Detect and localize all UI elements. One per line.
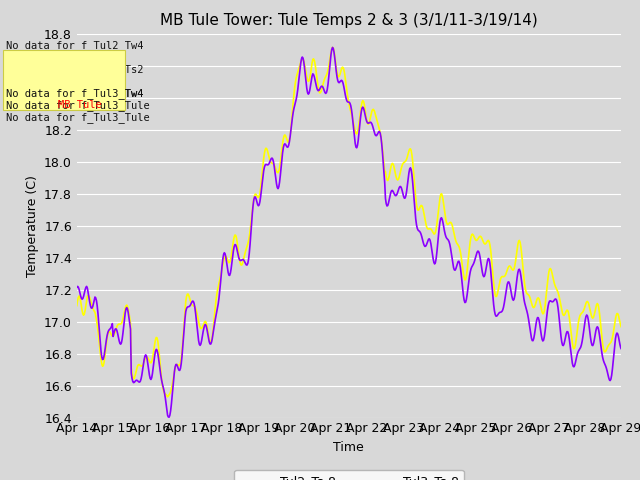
Line: Tul2_Ts-8: Tul2_Ts-8 (77, 48, 640, 397)
Tul3_Ts-8 (141, 353, 148, 359)
X-axis label: Time: Time (333, 441, 364, 454)
Line: Tul3_Ts-8: Tul3_Ts-8 (77, 48, 640, 417)
Text: No data for f_Tul3_Tule: No data for f_Tul3_Tule (6, 112, 150, 123)
Tul3_Ts-8 (277, 165, 285, 170)
Tul2_Ts-8 (248, 208, 256, 214)
Tul2_Ts-8 (164, 394, 172, 400)
Text: No data for f_Tul2_Tw4: No data for f_Tul2_Tw4 (6, 40, 144, 51)
Tul2_Ts-8 (329, 45, 337, 50)
Tul2_Ts-8 (299, 56, 307, 62)
Tul3_Ts-8 (73, 285, 81, 290)
Tul2_Ts-8 (73, 303, 81, 309)
Text: MB Tule: MB Tule (58, 100, 101, 110)
Tul2_Ts-8 (461, 277, 468, 283)
Tul3_Ts-8 (329, 45, 337, 50)
Tul3_Ts-8 (165, 414, 173, 420)
Title: MB Tule Tower: Tule Temps 2 & 3 (3/1/11-3/19/14): MB Tule Tower: Tule Temps 2 & 3 (3/1/11-… (160, 13, 538, 28)
Text: No data for f_Tul3_Tw4: No data for f_Tul3_Tw4 (6, 88, 144, 99)
Tul3_Ts-8 (299, 55, 307, 61)
Tul2_Ts-8 (429, 228, 436, 234)
Text: No data for f_Tul3_Tw4: No data for f_Tul3_Tw4 (6, 88, 144, 99)
Tul3_Ts-8 (248, 211, 256, 216)
Tul3_Ts-8 (429, 251, 436, 257)
Tul2_Ts-8 (141, 357, 148, 362)
Y-axis label: Temperature (C): Temperature (C) (26, 175, 38, 276)
Legend: Tul2_Ts-8, Tul3_Ts-8: Tul2_Ts-8, Tul3_Ts-8 (234, 470, 463, 480)
Text: No data for f_Tul2_Ts2: No data for f_Tul2_Ts2 (6, 64, 144, 75)
Tul2_Ts-8 (277, 154, 285, 159)
Text: No data for f_Tul3_Tule: No data for f_Tul3_Tule (6, 100, 150, 111)
Tul3_Ts-8 (461, 300, 468, 305)
